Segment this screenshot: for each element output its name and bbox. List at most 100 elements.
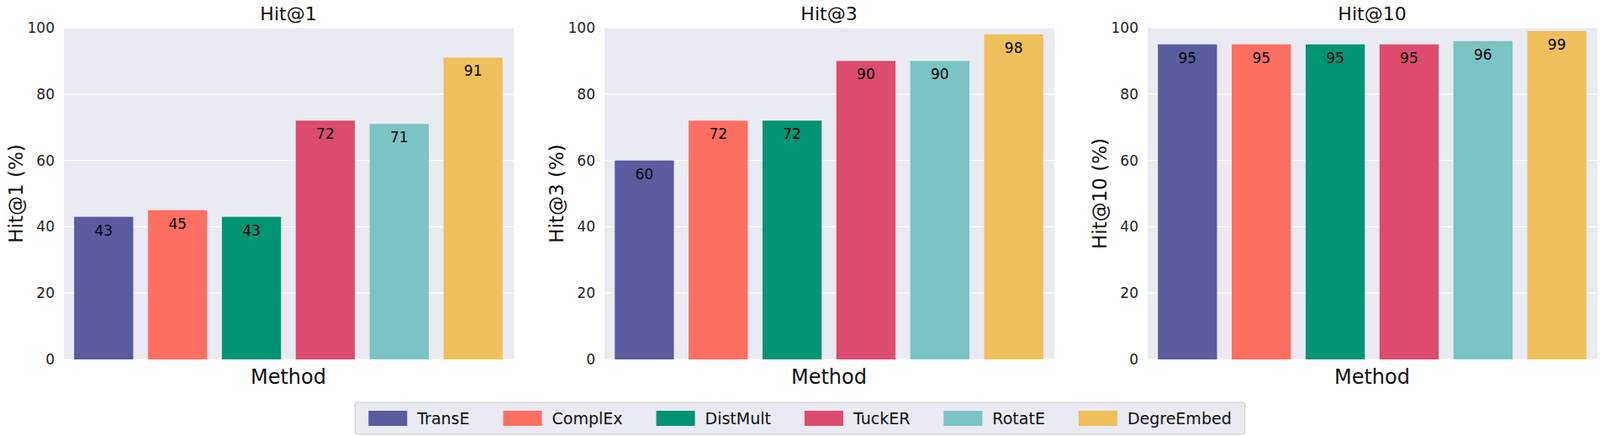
data-label: 72 [316,125,335,143]
tick: 20 [1119,284,1147,301]
tick-label: 80 [36,85,55,103]
legend-swatch [943,410,983,426]
grid-line [603,26,1055,28]
tick-label: 100 [1111,19,1139,37]
data-label: 95 [1251,49,1271,67]
x-axis-line [604,359,1056,360]
tick-label: 40 [1119,217,1139,235]
x-axis-title: Method [791,364,867,389]
tick-label: 100 [27,19,55,37]
tick: 20 [36,284,64,301]
y-axis: 020406080100 [1111,19,1148,368]
tick: 0 [45,350,64,368]
x-axis-title: Method [250,364,327,389]
legend-swatch [368,410,407,426]
y-axis-line [603,28,605,360]
data-label: 95 [1399,49,1419,67]
legend-box [354,401,1245,434]
tick-label: 40 [36,217,55,235]
legend-label: ComplEx [552,408,624,428]
y-axis-line [63,28,64,360]
bar [369,123,429,360]
plot-background [1146,27,1598,360]
bar [1231,44,1291,360]
tick: 20 [576,284,604,301]
legend-label: DistMult [705,408,771,428]
tick-label: 60 [36,152,55,169]
tick: 100 [568,19,604,37]
bar [688,120,748,360]
chart-title: Hit@3 [800,3,857,25]
plot-background [603,27,1055,360]
bar [1453,41,1513,360]
x-axis-line [1147,359,1599,360]
legend-item: TransE [368,408,470,428]
bar [443,57,503,360]
data-labels: 959595959699 [1178,36,1567,67]
tick-label: 60 [576,152,596,169]
bar [221,216,281,360]
tick: 80 [36,85,64,103]
legend-swatch [804,410,844,426]
data-label: 72 [708,125,728,143]
grid-line [63,26,514,28]
x-axis-line [63,359,515,360]
data-label: 98 [1004,39,1024,57]
tick-label: 0 [45,350,55,368]
data-label: 91 [464,62,483,80]
y-axis-title: Hit@1 (%) [5,143,27,243]
grid [1146,27,1598,360]
chart-title: Hit@10 [1337,3,1406,25]
tick-label: 20 [576,284,596,301]
tick: 0 [586,350,604,368]
x-axis-title: Method [1334,364,1410,389]
bars [1157,31,1587,360]
x-axis [604,359,1056,361]
chart-title: Hit@1 [259,3,317,25]
bar [836,60,896,360]
legend-swatch [1078,410,1118,426]
data-label: 99 [1547,36,1567,53]
tick: 60 [36,152,64,169]
legend-swatch [503,410,543,426]
tick-label: 0 [586,350,596,368]
panel: 959595959699020406080100Hit@10MethodHit@… [1088,3,1599,389]
legend-item: DistMult [656,408,771,428]
tick: 100 [1111,19,1147,37]
data-labels: 434543727191 [95,62,483,238]
data-label: 43 [242,221,261,239]
figure: 434543727191020406080100Hit@1MethodHit@1… [0,0,1600,436]
tick-label: 0 [1129,350,1139,368]
data-label: 45 [168,215,187,233]
tick: 60 [576,152,604,169]
tick: 0 [1129,350,1147,368]
data-label: 95 [1325,49,1345,67]
legend-label: DegreEmbed [1127,408,1232,428]
legend-swatch [656,410,696,426]
data-labels: 607272909098 [635,39,1024,183]
tick: 40 [36,217,64,235]
grid [63,27,514,360]
tick-label: 80 [1119,85,1139,103]
y-axis: 020406080100 [568,19,605,368]
bar [1527,31,1587,360]
y-axis-title: Hit@3 (%) [545,143,568,243]
legend-label: TransE [416,408,470,428]
bar [1379,44,1439,360]
data-label: 90 [856,65,876,83]
tick-label: 20 [1119,284,1139,301]
data-label: 95 [1178,49,1198,67]
panel: 434543727191020406080100Hit@1MethodHit@1… [5,3,515,389]
legend-item: DegreEmbed [1078,408,1232,428]
panel: 607272909098020406080100Hit@3MethodHit@3… [545,3,1056,389]
bars [73,57,503,360]
y-axis-line [1146,28,1148,360]
bar [984,34,1044,360]
bar [910,60,970,360]
tick-label: 80 [576,85,596,103]
x-axis [63,359,515,361]
tick: 80 [1119,85,1147,103]
bar [614,160,674,360]
plot-background [63,27,514,360]
tick: 40 [1119,217,1147,235]
